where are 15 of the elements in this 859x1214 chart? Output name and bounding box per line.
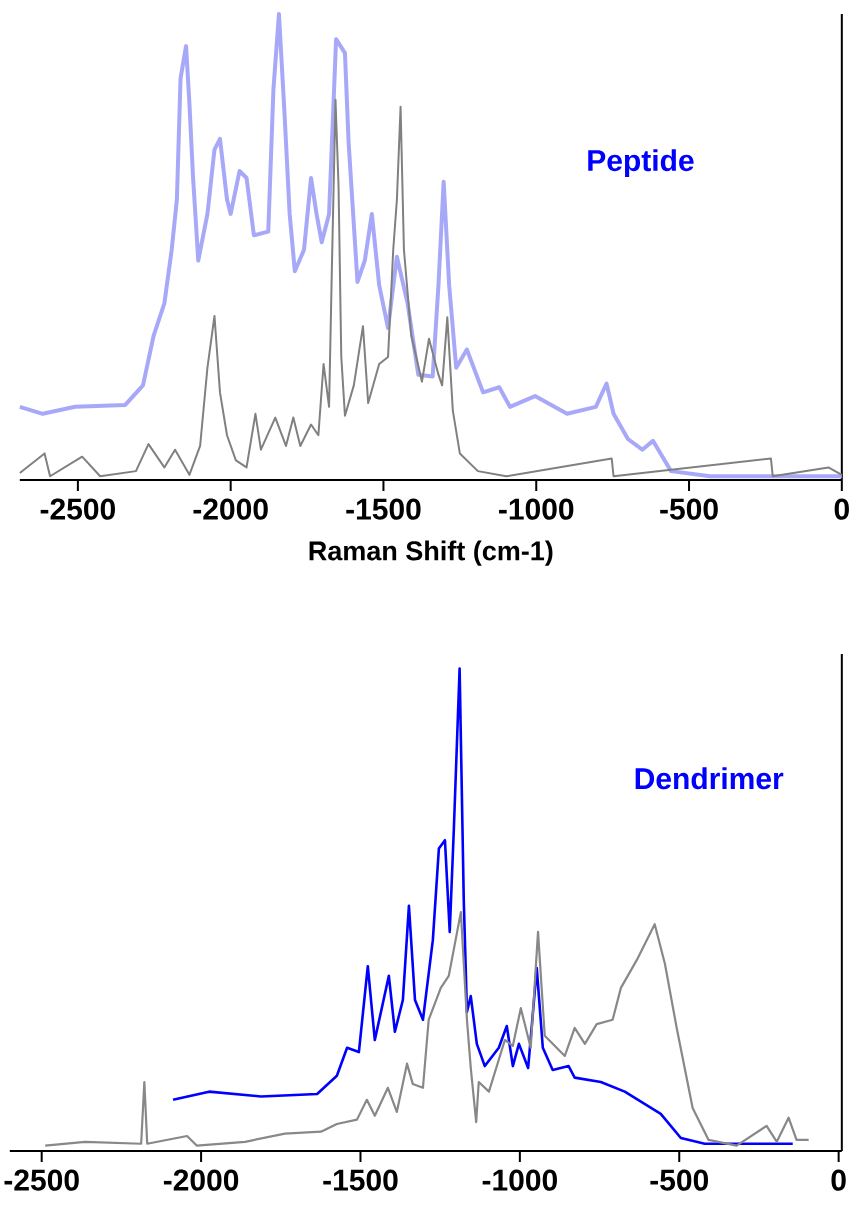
x-tick-label: -1000 — [499, 498, 574, 520]
x-tick-label: -1000 — [482, 1169, 558, 1191]
x-tick-label: -500 — [650, 1169, 709, 1191]
annotation: Dendrimer — [635, 767, 784, 790]
x-tick-label: -500 — [660, 498, 718, 520]
x-axis-title: Raman Shift (cm-1) — [309, 540, 553, 566]
x-tick-label: 0 — [831, 1169, 846, 1191]
annotation: Peptide — [588, 149, 694, 178]
x-tick-label: -2500 — [40, 498, 116, 520]
x-tick-label: -1500 — [346, 498, 421, 520]
x-tick-label: -2500 — [4, 1169, 79, 1191]
x-tick-label: 0 — [834, 498, 850, 520]
x-tick-label: -2000 — [163, 1169, 239, 1191]
x-tick-label: -2000 — [193, 498, 268, 520]
x-tick-label: -1500 — [323, 1169, 398, 1191]
